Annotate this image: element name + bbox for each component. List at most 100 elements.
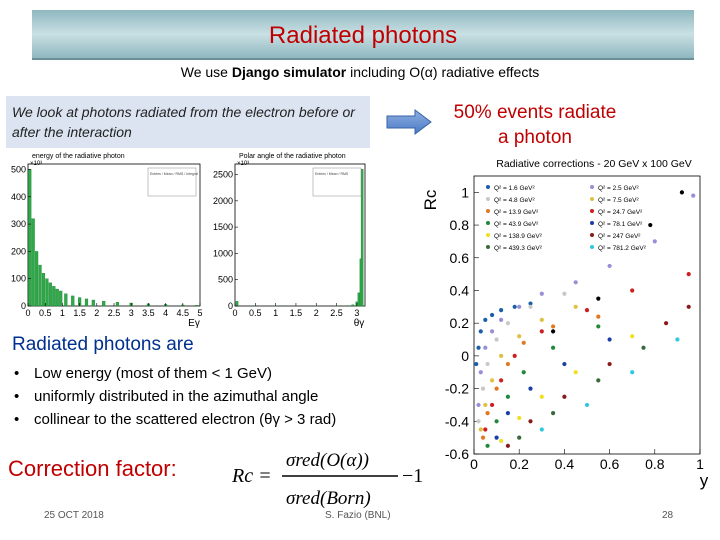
legend-label: Q² = 247 GeV² (598, 233, 641, 240)
stats-box (147, 167, 197, 197)
slide-subtitle: We use Django simulator including O(α) r… (0, 64, 720, 80)
data-point (573, 304, 578, 309)
x-tick-label: 0.5 (39, 308, 52, 318)
legend-label: Q² = 138.9 GeV² (494, 233, 543, 240)
legend-label: Q² = 1.6 GeV² (494, 185, 535, 192)
legend-label: Q² = 78.1 GeV² (598, 221, 643, 228)
data-point (483, 402, 488, 408)
data-point (494, 435, 499, 440)
data-point (494, 337, 499, 342)
rc-x-tick-label: 0.8 (645, 456, 665, 472)
section-title: Radiated photons are (12, 334, 194, 355)
data-point (505, 394, 510, 399)
legend-label: Q² = 781.2 GeV² (598, 245, 647, 252)
data-point (584, 307, 590, 313)
legend-marker (486, 209, 490, 213)
footer-page-number: 28 (662, 510, 674, 521)
rc-y-tick-label: 0.2 (450, 315, 470, 331)
title-banner: Radiated photons (32, 10, 694, 60)
rc-x-tick-label: 0.2 (509, 456, 529, 472)
data-point (562, 361, 567, 367)
legend-marker (486, 221, 490, 225)
data-point (607, 263, 612, 269)
plot-frame (234, 163, 366, 307)
x-tick-label: 1 (60, 308, 65, 318)
y-tick-label: 1500 (213, 222, 233, 232)
legend-marker (486, 245, 490, 249)
histogram-bar (84, 298, 89, 307)
data-point (664, 321, 669, 326)
bullet-item: collinear to the scattered electron (θγ … (12, 408, 432, 431)
polar-angle-histogram: Polar angle of the radiative photon×10³0… (205, 150, 375, 332)
histogram-bar (357, 292, 361, 307)
bullet-item: Low energy (most of them < 1 GeV) (12, 362, 432, 385)
data-point (494, 386, 499, 391)
y-tick-label: 2000 (213, 196, 233, 206)
data-point (528, 304, 533, 309)
intro-text: We look at photons radiated from the ele… (12, 104, 355, 140)
data-point (551, 329, 556, 334)
rc-y-tick-label: 1 (461, 184, 469, 200)
data-point (607, 361, 612, 367)
correction-formula: Rc = σred(O(α)) σred(Born) −1 (231, 450, 423, 509)
y-tick-label: 300 (11, 219, 26, 229)
x-tick-label: 1.5 (73, 308, 86, 318)
data-point (539, 329, 544, 334)
subtitle-pre: We use (180, 64, 232, 80)
data-point (528, 419, 533, 424)
rc-y-tick-label: 0.4 (450, 282, 470, 298)
data-point (505, 443, 510, 448)
data-point (480, 386, 486, 391)
data-point (539, 317, 544, 323)
x-axis-label: Eγ (188, 318, 200, 329)
radiate-line-2: a photon (498, 127, 572, 148)
data-point (573, 280, 578, 285)
histogram-bar (115, 302, 120, 307)
energy-histogram: energy of the radiative photon×10³010020… (0, 150, 205, 332)
legend-label: Q² = 4.8 GeV² (494, 197, 535, 204)
data-point (499, 438, 504, 444)
legend-label: Q² = 24.7 GeV² (598, 209, 643, 216)
rc-y-tick-label: 0 (461, 348, 469, 364)
footer-date: 25 OCT 2018 (44, 510, 104, 521)
data-point (512, 353, 517, 358)
data-point (562, 394, 567, 399)
histogram-bar (31, 218, 35, 307)
data-point (551, 411, 556, 416)
data-point (476, 419, 481, 424)
histogram-bar (360, 169, 364, 307)
histogram-bar (71, 295, 75, 307)
data-point (630, 370, 635, 375)
rc-y-tick-label: -0.2 (445, 381, 469, 397)
data-point (494, 419, 499, 424)
radiative-corrections-plot: Radiative corrections - 20 GeV x 100 GeV… (421, 158, 709, 490)
data-point (521, 340, 526, 345)
legend-marker (486, 233, 490, 237)
data-point (596, 314, 601, 319)
data-point (485, 443, 490, 448)
data-point (521, 370, 526, 375)
x-tick-label: 3 (354, 308, 359, 318)
data-point (648, 222, 653, 228)
data-point (517, 334, 522, 339)
data-point (517, 415, 522, 421)
histogram-bar (52, 286, 56, 307)
y-tick-label: 1000 (213, 248, 233, 258)
data-point (528, 386, 533, 391)
histogram-bar (35, 251, 39, 307)
data-point (675, 337, 680, 342)
legend-label: Q² = 13.9 GeV² (494, 209, 539, 216)
data-point (505, 361, 510, 367)
histogram-bar (28, 169, 32, 307)
data-point (483, 427, 488, 432)
histogram-bar (64, 293, 68, 307)
data-point (584, 402, 590, 408)
data-point (489, 329, 495, 334)
data-point (539, 291, 544, 296)
data-point (489, 312, 495, 318)
legend-marker (590, 245, 594, 249)
data-point (528, 301, 533, 306)
footer-author: S. Fazio (BNL) (325, 510, 391, 521)
data-point (562, 291, 567, 296)
histogram-title: Polar angle of the radiative photon (239, 153, 346, 160)
